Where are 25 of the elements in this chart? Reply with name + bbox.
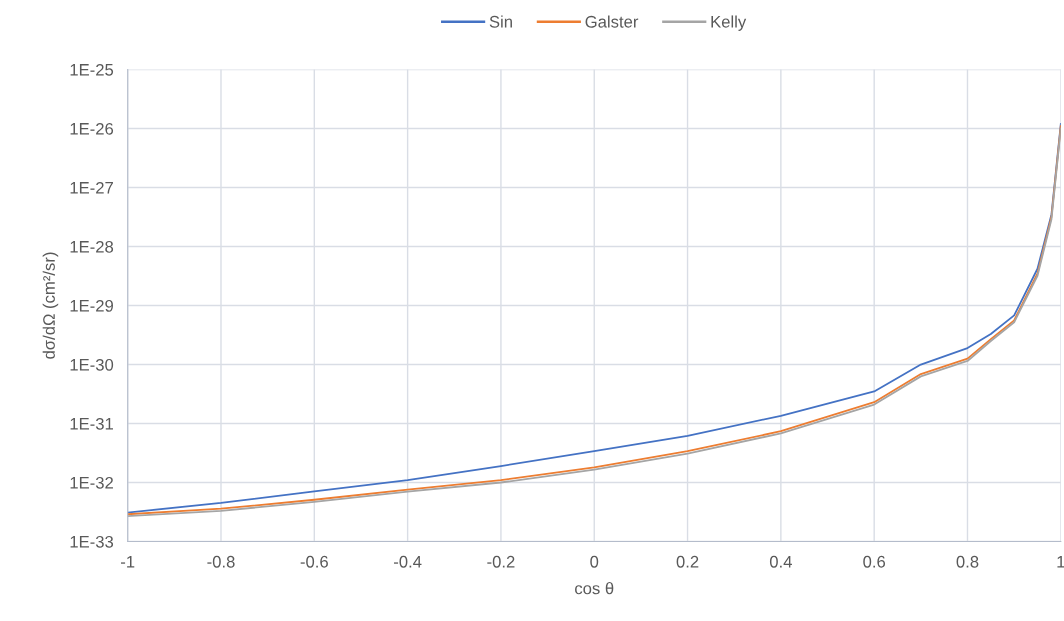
y-axis-title: dσ/dΩ (cm²/sr) [42,252,59,359]
x-tick-label: 0 [590,555,599,568]
x-axis-title: cos θ [575,582,614,595]
x-tick-label: 0.8 [956,555,979,568]
x-tick-label: 0.4 [769,555,792,568]
y-tick-label: 1E-30 [70,358,114,371]
y-tick-label: 1E-31 [70,417,113,430]
x-tick-label: -0.2 [487,555,515,568]
legend-label: Kelly [711,15,747,31]
x-tick-label: -0.4 [394,555,422,568]
y-tick-label: 1E-28 [70,240,114,253]
y-tick-label: 1E-27 [70,181,113,194]
x-tick-label: -0.6 [300,555,328,568]
y-tick-label: 1E-26 [70,122,114,135]
y-tick-label: 1E-33 [70,535,114,548]
y-tick-label: 1E-25 [70,63,114,76]
y-tick-label: 1E-29 [70,299,113,312]
x-tick-label: 0.6 [863,555,886,568]
x-tick-label: -0.8 [207,555,235,568]
x-tick-label: -1 [121,556,135,568]
x-tick-label: 1 [1057,556,1064,568]
legend-label: Galster [585,15,639,28]
legend-label: Sin [489,15,512,28]
y-tick-label: 1E-32 [70,476,113,489]
x-tick-label: 0.2 [676,555,699,568]
